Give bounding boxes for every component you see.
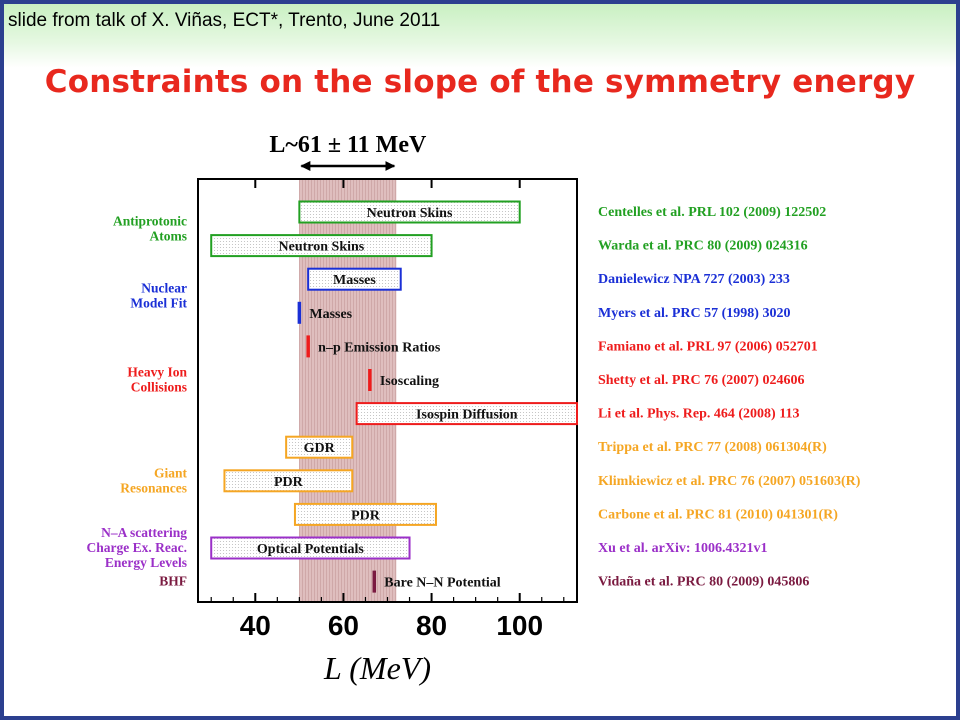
series-bar: [307, 267, 402, 291]
series-label: Masses: [333, 273, 376, 288]
series-reference: Carbone et al. PRC 81 (2010) 041301(R): [598, 507, 838, 522]
series-bar: [355, 402, 578, 426]
series-reference: Warda et al. PRC 80 (2009) 024316: [598, 239, 808, 254]
group-label: Energy Levels: [105, 555, 187, 570]
series-reference: Myers et al. PRC 57 (1998) 3020: [598, 306, 790, 321]
group-label: Charge Ex. Reac.: [87, 540, 187, 555]
x-tick-label: 80: [416, 610, 447, 641]
series-label: Neutron Skins: [279, 240, 365, 255]
series-reference: Li et al. Phys. Rep. 464 (2008) 113: [598, 407, 799, 422]
series-reference: Centelles et al. PRL 102 (2009) 122502: [598, 205, 826, 220]
group-label: Resonances: [120, 480, 187, 495]
group-label: Model Fit: [130, 296, 187, 311]
series-label: PDR: [351, 508, 381, 523]
series-reference: Xu et al. arXiv: 1006.4321v1: [598, 541, 768, 556]
series-bar: [298, 200, 521, 224]
group-label: Heavy Ion: [127, 365, 187, 380]
series-label: Isoscaling: [380, 374, 439, 389]
series-label: Bare N–N Potential: [384, 576, 500, 591]
series-bar: [223, 469, 354, 493]
series-reference: Danielewicz NPA 727 (2003) 233: [598, 272, 790, 287]
series-label: PDR: [274, 475, 304, 490]
series-reference: Shetty et al. PRC 76 (2007) 024606: [598, 373, 804, 388]
series-label: Optical Potentials: [257, 542, 364, 557]
group-label: Antiprotonic: [113, 213, 187, 228]
series-bar: [293, 502, 437, 526]
group-label: N–A scattering: [101, 525, 187, 540]
series-label: GDR: [304, 441, 336, 456]
group-label: BHF: [159, 574, 187, 589]
x-tick-label: 40: [240, 610, 271, 641]
x-tick-label: 100: [496, 610, 543, 641]
series-label: n–p Emission Ratios: [318, 340, 441, 355]
series-bar: [210, 536, 411, 560]
series-reference: Famiano et al. PRL 97 (2006) 052701: [598, 339, 818, 354]
header-band: [4, 4, 956, 68]
series-reference: Vidaña et al. PRC 80 (2009) 045806: [598, 575, 809, 590]
series-bar: [210, 234, 433, 258]
series-label: Masses: [309, 307, 352, 322]
x-tick-label: 60: [328, 610, 359, 641]
group-label: Giant: [154, 465, 188, 480]
group-label: Atoms: [150, 228, 188, 243]
slide-credit: slide from talk of X. Viñas, ECT*, Trent…: [8, 10, 441, 31]
series-label: Neutron Skins: [367, 206, 453, 221]
series-label: Isospin Diffusion: [416, 408, 518, 423]
series-bar: [285, 435, 354, 459]
x-axis-label: L (MeV): [323, 650, 431, 686]
slide-title: Constraints on the slope of the symmetry…: [44, 64, 916, 100]
group-label: Collisions: [131, 380, 187, 395]
series-reference: Trippa et al. PRC 77 (2008) 061304(R): [598, 440, 827, 455]
chart-title: L~61 ± 11 MeV: [269, 132, 427, 158]
group-label: Nuclear: [141, 281, 187, 296]
series-reference: Klimkiewicz et al. PRC 76 (2007) 051603(…: [598, 474, 861, 489]
